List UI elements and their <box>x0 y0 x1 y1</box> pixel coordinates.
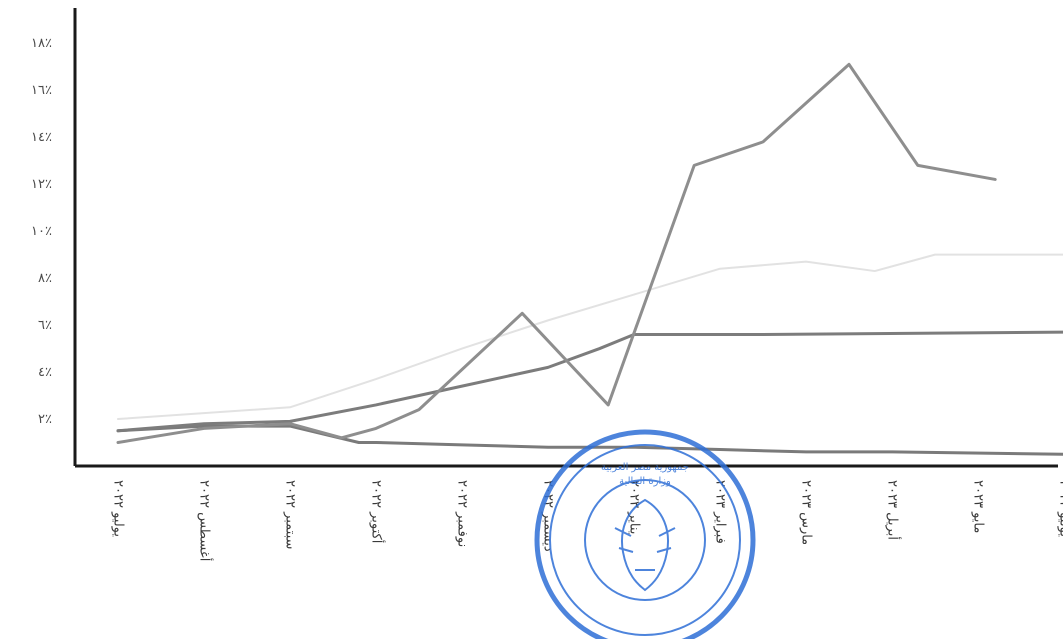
series-layer <box>116 62 1063 456</box>
y-axis-ticks: ٢٪ ٤٪ ٦٪ ٨٪ ١٠٪ ١٢٪ ١٤٪ ١٦٪ ١٨٪ <box>31 36 52 427</box>
y-tick-label: ٤٪ <box>38 365 52 380</box>
official-stamp: جمهورية مصر العربية وزارة المالية <box>534 429 756 639</box>
stamp-text-2: وزارة المالية <box>619 476 671 487</box>
stamp-text-1: جمهورية مصر العربية <box>601 462 689 473</box>
series-line-4 <box>116 62 997 445</box>
x-tick-label: أغسطس ٢٠٢٢ <box>197 480 214 561</box>
x-tick-label: مايو ٢٠٢٣ <box>971 480 986 533</box>
series-line-1 <box>117 253 1063 421</box>
x-tick-label: فبراير ٢٠٢٣ <box>713 480 728 544</box>
y-tick-label: ١٠٪ <box>31 224 52 239</box>
y-tick-label: ٨٪ <box>38 271 52 286</box>
y-tick-label: ١٨٪ <box>31 36 52 51</box>
y-tick-label: ١٦٪ <box>31 83 52 98</box>
series-line-2 <box>116 424 1063 456</box>
y-tick-label: ١٢٪ <box>31 177 52 192</box>
y-tick-label: ١٤٪ <box>31 130 52 145</box>
x-tick-label: يوليو ٢٠٢٢ <box>111 480 126 537</box>
y-tick-label: ٦٪ <box>38 318 52 333</box>
x-tick-label: يوليو ٢٠٢٣ <box>1057 480 1063 537</box>
x-tick-label: أبريل ٢٠٢٣ <box>885 480 902 540</box>
x-tick-label: مارس ٢٠٢٣ <box>799 480 814 545</box>
x-tick-label: نوفمبر ٢٠٢٢ <box>455 480 470 547</box>
series-line-3 <box>116 330 1063 433</box>
y-tick-label: ٢٪ <box>38 412 52 427</box>
x-tick-label: سبتمبر ٢٠٢٢ <box>283 480 298 549</box>
x-tick-label: أكتوبر ٢٠٢٢ <box>369 480 386 543</box>
x-axis-ticks: يوليو ٢٠٢٢ أغسطس ٢٠٢٢ سبتمبر ٢٠٢٢ أكتوبر ٢٠… <box>111 480 1063 561</box>
